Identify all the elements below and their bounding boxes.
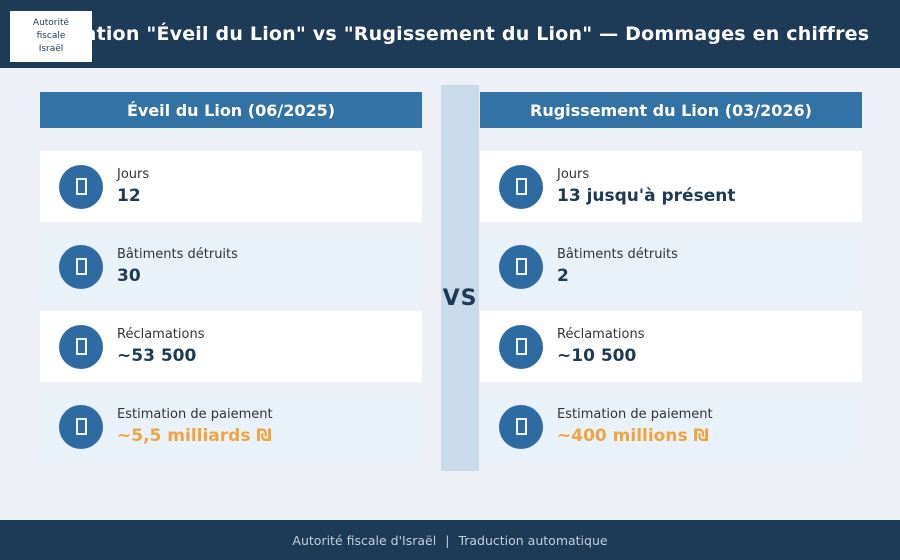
buildings-icon: [499, 244, 543, 289]
days-icon: [59, 164, 103, 209]
payment-icon: [499, 404, 543, 449]
column-eveil-du-lion: Éveil du Lion (06/2025) Jours 12 Bâtimen…: [40, 92, 422, 462]
stat-list-rugissement: Jours 13 jusqu'à présent Bâtiments détru…: [480, 151, 862, 462]
buildings-icon: [59, 244, 103, 289]
payment-icon: [59, 404, 103, 449]
footer-bar: Autorité fiscale d'Israël | Traduction a…: [0, 520, 900, 560]
stat-value: ~53 500: [117, 346, 197, 366]
claims-icon: [59, 324, 103, 369]
missing-glyph-icon: [515, 258, 527, 275]
missing-glyph-icon: [515, 178, 527, 195]
column-rugissement-du-lion: Rugissement du Lion (03/2026) Jours 13 j…: [480, 92, 862, 462]
stat-value: 12: [117, 186, 141, 206]
footer-separator: |: [445, 532, 450, 548]
claims-icon: [499, 324, 543, 369]
stat-list-eveil: Jours 12 Bâtiments détruits 30 Réclamati…: [40, 151, 422, 462]
days-icon: [499, 164, 543, 209]
missing-glyph-icon: [75, 258, 87, 275]
missing-glyph-icon: [75, 178, 87, 195]
stat-value: ~400 millions ₪: [557, 426, 709, 446]
vs-label: VS: [442, 285, 478, 311]
stat-card-payment: Estimation de paiement ~5,5 milliards ₪: [40, 391, 422, 462]
stat-label: Estimation de paiement: [557, 407, 713, 422]
stat-value: 2: [557, 266, 569, 286]
header-bar: Opération "Éveil du Lion" vs "Rugissemen…: [0, 0, 900, 68]
missing-glyph-icon: [515, 418, 527, 435]
logo-authority: Autorité fiscale Israël: [10, 11, 92, 62]
comparison-area: Éveil du Lion (06/2025) Jours 12 Bâtimen…: [0, 68, 900, 520]
stat-card-claims: Réclamations ~53 500: [40, 311, 422, 382]
column-header-eveil: Éveil du Lion (06/2025): [40, 92, 422, 128]
stat-label: Réclamations: [117, 327, 205, 342]
stat-card-days: Jours 13 jusqu'à présent: [480, 151, 862, 222]
stat-label: Bâtiments détruits: [557, 247, 678, 262]
stat-label: Bâtiments détruits: [117, 247, 238, 262]
stat-card-payment: Estimation de paiement ~400 millions ₪: [480, 391, 862, 462]
stat-value: ~10 500: [557, 346, 637, 366]
vs-divider: VS: [441, 85, 479, 471]
missing-glyph-icon: [515, 338, 527, 355]
footer-source: Autorité fiscale d'Israël: [292, 532, 437, 548]
logo-line-3: Israël: [38, 44, 64, 54]
stat-value: 13 jusqu'à présent: [557, 186, 736, 206]
stat-card-claims: Réclamations ~10 500: [480, 311, 862, 382]
stat-label: Jours: [117, 167, 150, 182]
logo-line-2: fiscale: [36, 31, 66, 41]
stat-value: 30: [117, 266, 141, 286]
page-title: Opération "Éveil du Lion" vs "Rugissemen…: [30, 23, 870, 45]
column-header-rugissement: Rugissement du Lion (03/2026): [480, 92, 862, 128]
stat-label: Réclamations: [557, 327, 645, 342]
stat-value: ~5,5 milliards ₪: [117, 426, 272, 446]
missing-glyph-icon: [75, 418, 87, 435]
footer-translation-note: Traduction automatique: [458, 532, 608, 548]
missing-glyph-icon: [75, 338, 87, 355]
stat-card-buildings: Bâtiments détruits 2: [480, 231, 862, 302]
logo-line-1: Autorité: [32, 18, 70, 28]
stat-label: Jours: [557, 167, 590, 182]
stat-label: Estimation de paiement: [117, 407, 273, 422]
stat-card-buildings: Bâtiments détruits 30: [40, 231, 422, 302]
stat-card-days: Jours 12: [40, 151, 422, 222]
